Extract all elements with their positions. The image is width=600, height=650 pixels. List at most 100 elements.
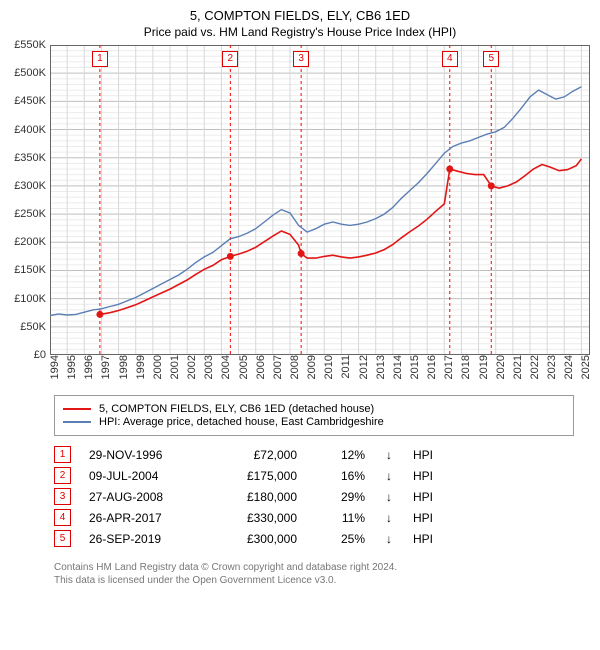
- event-hpi: HPI: [413, 511, 433, 525]
- x-tick-label: 2016: [426, 355, 438, 379]
- x-tick-label: 1995: [66, 355, 78, 379]
- event-pct: 29%: [315, 490, 365, 504]
- y-tick-label: £550K: [14, 39, 46, 51]
- event-marker: 3: [293, 51, 309, 67]
- x-tick-label: 2009: [306, 355, 318, 379]
- event-marker: 2: [54, 467, 71, 484]
- y-tick-label: £300K: [14, 180, 46, 192]
- plot-svg: [50, 45, 590, 355]
- x-tick-label: 2021: [512, 355, 524, 379]
- chart-title: 5, COMPTON FIELDS, ELY, CB6 1ED: [6, 8, 594, 23]
- x-tick-label: 1997: [100, 355, 112, 379]
- y-tick-label: £450K: [14, 95, 46, 107]
- x-tick-label: 2010: [323, 355, 335, 379]
- legend-swatch: [63, 421, 91, 423]
- x-tick-label: 1994: [49, 355, 61, 379]
- legend-label: HPI: Average price, detached house, East…: [99, 416, 384, 428]
- footer-line: Contains HM Land Registry data © Crown c…: [54, 561, 582, 574]
- x-tick-label: 2002: [186, 355, 198, 379]
- x-tick-label: 2006: [255, 355, 267, 379]
- x-tick-label: 2003: [203, 355, 215, 379]
- legend-item: HPI: Average price, detached house, East…: [63, 416, 565, 428]
- event-arrow: ↓: [383, 490, 395, 504]
- events-table: 1 29-NOV-1996 £72,000 12% ↓ HPI 2 09-JUL-2004 £1…: [54, 446, 594, 547]
- x-tick-label: 2023: [546, 355, 558, 379]
- x-tick-label: 2011: [340, 355, 352, 379]
- event-hpi: HPI: [413, 490, 433, 504]
- event-marker: 5: [54, 530, 71, 547]
- event-price: £72,000: [217, 448, 297, 462]
- event-row: 5 26-SEP-2019 £300,000 25% ↓ HPI: [54, 530, 594, 547]
- event-row: 3 27-AUG-2008 £180,000 29% ↓ HPI: [54, 488, 594, 505]
- legend-label: 5, COMPTON FIELDS, ELY, CB6 1ED (detache…: [99, 403, 374, 415]
- y-tick-label: £400K: [14, 124, 46, 136]
- event-marker: 4: [442, 51, 458, 67]
- event-pct: 11%: [315, 511, 365, 525]
- chart-subtitle: Price paid vs. HM Land Registry's House …: [6, 25, 594, 39]
- y-tick-label: £350K: [14, 152, 46, 164]
- event-date: 26-SEP-2019: [89, 532, 199, 546]
- y-tick-label: £250K: [14, 208, 46, 220]
- x-tick-label: 1998: [118, 355, 130, 379]
- event-price: £300,000: [217, 532, 297, 546]
- event-date: 27-AUG-2008: [89, 490, 199, 504]
- event-row: 4 26-APR-2017 £330,000 11% ↓ HPI: [54, 509, 594, 526]
- event-arrow: ↓: [383, 511, 395, 525]
- event-row: 2 09-JUL-2004 £175,000 16% ↓ HPI: [54, 467, 594, 484]
- event-pct: 16%: [315, 469, 365, 483]
- event-arrow: ↓: [383, 448, 395, 462]
- event-arrow: ↓: [383, 532, 395, 546]
- y-tick-label: £0: [34, 349, 46, 361]
- x-tick-label: 2022: [529, 355, 541, 379]
- x-tick-label: 2000: [152, 355, 164, 379]
- event-price: £180,000: [217, 490, 297, 504]
- event-price: £330,000: [217, 511, 297, 525]
- chart-container: 5, COMPTON FIELDS, ELY, CB6 1ED Price pa…: [0, 0, 600, 593]
- x-tick-label: 2024: [563, 355, 575, 379]
- event-marker: 4: [54, 509, 71, 526]
- event-date: 29-NOV-1996: [89, 448, 199, 462]
- x-tick-label: 2013: [375, 355, 387, 379]
- x-tick-label: 1999: [135, 355, 147, 379]
- event-marker: 1: [54, 446, 71, 463]
- x-tick-label: 2007: [272, 355, 284, 379]
- legend-swatch: [63, 408, 91, 410]
- footer-line: This data is licensed under the Open Gov…: [54, 574, 582, 587]
- event-date: 26-APR-2017: [89, 511, 199, 525]
- event-arrow: ↓: [383, 469, 395, 483]
- legend-item: 5, COMPTON FIELDS, ELY, CB6 1ED (detache…: [63, 403, 565, 415]
- event-hpi: HPI: [413, 469, 433, 483]
- x-tick-label: 2001: [169, 355, 181, 379]
- y-tick-label: £150K: [14, 264, 46, 276]
- event-price: £175,000: [217, 469, 297, 483]
- legend: 5, COMPTON FIELDS, ELY, CB6 1ED (detache…: [54, 395, 574, 436]
- y-tick-label: £200K: [14, 236, 46, 248]
- event-pct: 25%: [315, 532, 365, 546]
- plot-area: £0£50K£100K£150K£200K£250K£300K£350K£400…: [50, 45, 590, 355]
- event-pct: 12%: [315, 448, 365, 462]
- event-hpi: HPI: [413, 448, 433, 462]
- x-tick-label: 2012: [358, 355, 370, 379]
- event-marker: 3: [54, 488, 71, 505]
- x-tick-label: 2008: [289, 355, 301, 379]
- x-tick-label: 2018: [460, 355, 472, 379]
- x-tick-label: 1996: [83, 355, 95, 379]
- event-hpi: HPI: [413, 532, 433, 546]
- x-tick-label: 2015: [409, 355, 421, 379]
- x-tick-label: 2025: [580, 355, 592, 379]
- x-tick-label: 2020: [495, 355, 507, 379]
- x-tick-label: 2017: [443, 355, 455, 379]
- footer-attribution: Contains HM Land Registry data © Crown c…: [54, 561, 582, 587]
- event-marker: 1: [92, 51, 108, 67]
- x-tick-label: 2005: [238, 355, 250, 379]
- x-tick-label: 2019: [478, 355, 490, 379]
- y-tick-label: £100K: [14, 293, 46, 305]
- event-marker: 2: [222, 51, 238, 67]
- y-tick-label: £50K: [20, 321, 46, 333]
- x-tick-label: 2004: [220, 355, 232, 379]
- y-tick-label: £500K: [14, 67, 46, 79]
- event-marker: 5: [483, 51, 499, 67]
- x-tick-label: 2014: [392, 355, 404, 379]
- event-date: 09-JUL-2004: [89, 469, 199, 483]
- event-row: 1 29-NOV-1996 £72,000 12% ↓ HPI: [54, 446, 594, 463]
